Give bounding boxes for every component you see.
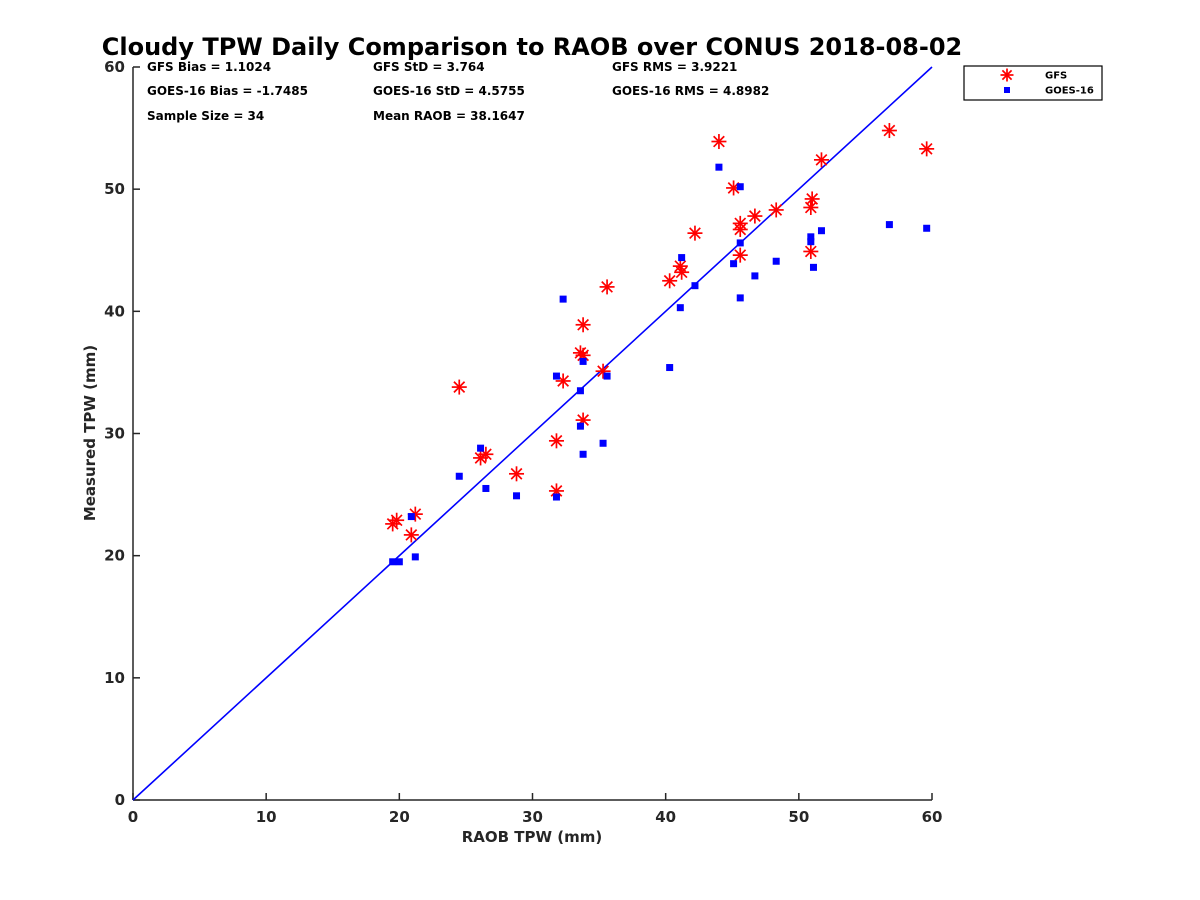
one-to-one-line [132,66,933,801]
legend: GFS GOES-16 [963,65,1103,101]
gfs-point [768,202,784,218]
legend-gfs-marker [1000,68,1014,82]
gfs-point [803,243,819,259]
x-axis-ticks: 0 10 20 30 40 50 60 [128,793,943,826]
goes16-point [807,238,815,246]
goes16-point [576,422,584,430]
x-tick-label: 50 [788,808,809,826]
x-tick-label: 0 [128,808,138,826]
goes16-point [599,439,607,447]
goes16-point [736,239,744,247]
goes16-point [923,224,931,232]
x-tick-label: 10 [256,808,277,826]
goes16-point [691,282,699,290]
gfs-point [804,191,820,207]
stat-annotation: GOES-16 Bias = -1.7485 [147,84,308,98]
stat-annotation: GFS StD = 3.764 [373,60,485,74]
data-points [385,123,935,566]
y-axis-ticks: 0 10 20 30 40 50 60 [104,58,140,809]
y-tick-label: 10 [104,669,125,687]
y-tick-label: 40 [104,302,125,320]
legend-label: GOES-16 [1045,86,1094,97]
goes16-point [407,513,415,521]
legend-goes16-marker [1004,87,1010,93]
y-tick-label: 20 [104,547,125,565]
gfs-point [711,134,727,150]
goes16-point [576,387,584,395]
gfs-point [813,152,829,168]
goes16-point [455,472,463,480]
x-tick-label: 20 [389,808,410,826]
y-tick-label: 60 [104,58,125,76]
goes16-point [552,372,560,380]
gfs-point [662,273,678,289]
goes16-point [715,163,723,171]
stats-annotations: GFS Bias = 1.1024 GFS StD = 3.764 GFS RMS … [147,60,769,123]
stat-annotation: GOES-16 StD = 4.5755 [373,84,525,98]
series-gfs [385,123,935,543]
gfs-point [747,208,763,224]
stat-annotation: GFS RMS = 3.9221 [612,60,737,74]
goes16-point [772,257,780,265]
goes16-point [730,260,738,268]
gfs-point [548,433,564,449]
legend-label: GFS [1045,71,1067,82]
gfs-point [732,221,748,237]
gfs-point [732,247,748,263]
gfs-point [575,317,591,333]
stat-annotation: Mean RAOB = 38.1647 [373,109,525,123]
gfs-point [674,264,690,280]
goes16-point [411,553,419,561]
goes16-point [477,444,485,452]
x-tick-label: 40 [655,808,676,826]
goes16-point [513,492,521,500]
x-tick-label: 30 [522,808,543,826]
goes16-point [389,558,397,566]
goes16-point [676,304,684,312]
goes16-point [666,364,674,372]
y-tick-label: 30 [104,425,125,443]
goes16-point [736,183,744,191]
gfs-point [599,279,615,295]
goes16-point [579,357,587,365]
goes16-point [678,254,686,262]
stat-annotation: GOES-16 RMS = 4.8982 [612,84,769,98]
series-goes-16 [389,163,931,566]
y-tick-label: 0 [115,791,125,809]
goes16-point [736,294,744,302]
goes16-point [482,484,490,492]
goes16-point [885,221,893,229]
goes16-point [809,263,817,271]
goes16-point [817,227,825,235]
stat-annotation: GFS Bias = 1.1024 [147,60,271,74]
goes16-point [751,272,759,280]
goes16-point [395,558,403,566]
y-axis-label: Measured TPW (mm) [81,345,99,521]
y-tick-label: 50 [104,180,125,198]
x-axis-label: RAOB TPW (mm) [462,828,603,846]
stat-annotation: Sample Size = 34 [147,109,264,123]
x-tick-label: 60 [922,808,943,826]
goes16-point [603,372,611,380]
gfs-point [403,527,419,543]
gfs-point [389,512,405,528]
goes16-point [552,493,560,501]
goes16-point [579,450,587,458]
gfs-point [919,141,935,157]
chart-title: Cloudy TPW Daily Comparison to RAOB over… [102,33,962,61]
goes16-point [559,295,567,303]
goes16-point [807,233,815,241]
gfs-point [687,225,703,241]
gfs-point [881,123,897,139]
gfs-point [509,466,525,482]
legend-box [963,65,1103,101]
gfs-point [451,379,467,395]
